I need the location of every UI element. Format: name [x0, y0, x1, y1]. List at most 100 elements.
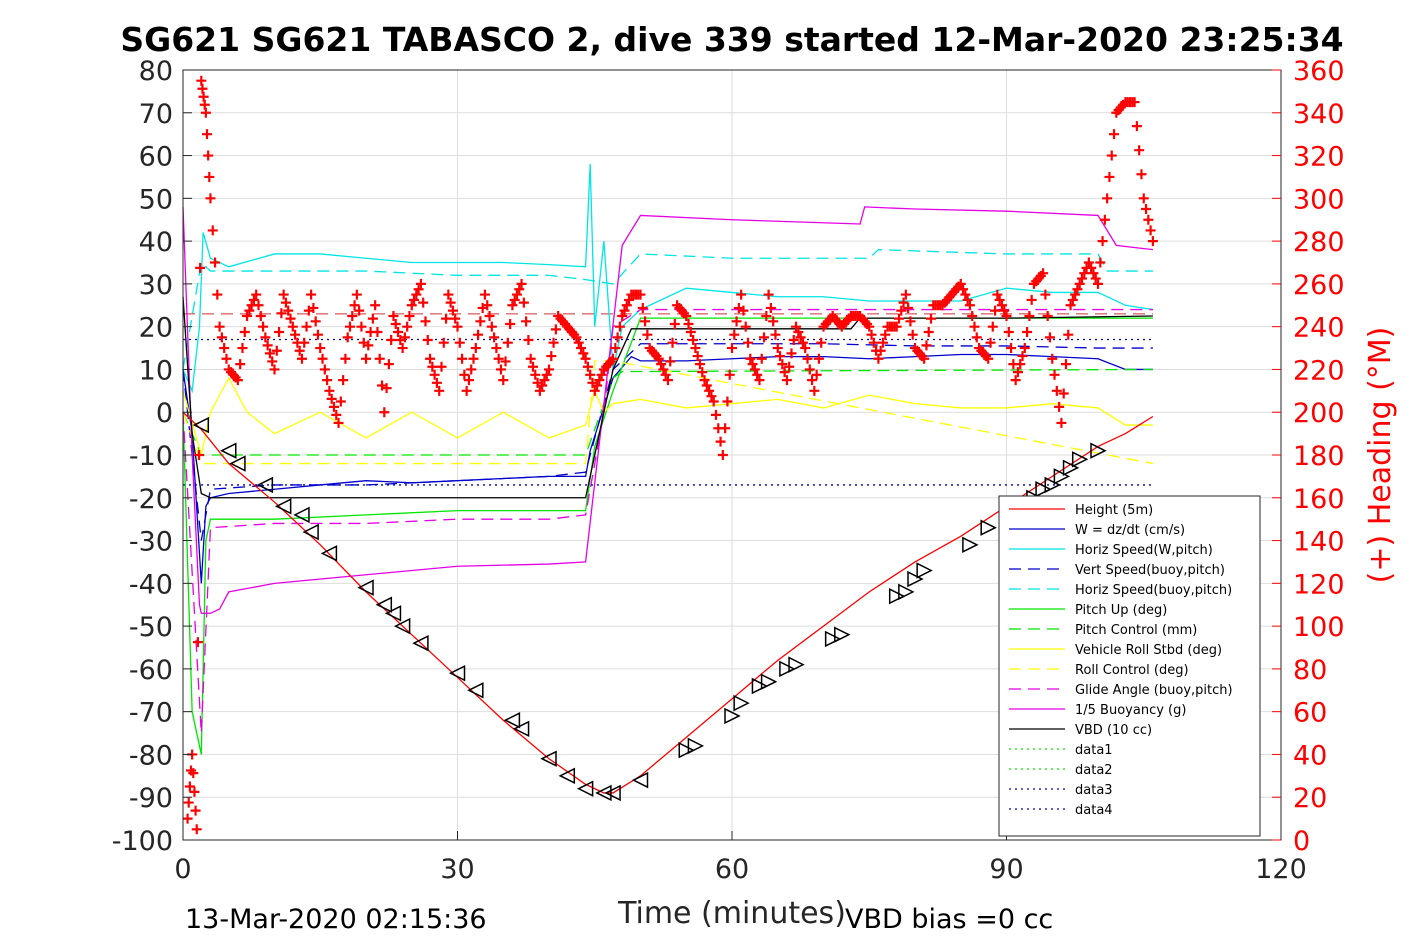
- right-tick-label: 160: [1293, 484, 1345, 515]
- heading-marker: [429, 369, 440, 380]
- legend-entry: VBD (10 cc): [1075, 723, 1152, 738]
- heading-marker: [530, 369, 541, 380]
- heading-marker: [195, 262, 206, 273]
- heading-marker: [411, 289, 422, 300]
- legend-entry: data4: [1075, 803, 1113, 818]
- x-axis-label: Time (minutes): [617, 896, 846, 931]
- series-line-11: [182, 296, 1153, 499]
- heading-marker: [447, 305, 458, 316]
- heading-marker: [202, 129, 213, 140]
- heading-marker: [1147, 236, 1158, 247]
- heading-marker: [715, 436, 726, 447]
- heading-marker: [445, 297, 456, 308]
- series-line-9: [182, 308, 1153, 734]
- heading-marker: [781, 375, 792, 386]
- heading-marker: [216, 332, 227, 343]
- heading-marker: [210, 257, 221, 268]
- heading-marker: [191, 824, 202, 835]
- heading-marker: [248, 294, 259, 305]
- heading-marker: [285, 313, 296, 324]
- climb-marker: [779, 660, 796, 678]
- heading-marker: [772, 343, 783, 354]
- heading-marker: [624, 294, 635, 305]
- heading-marker: [1143, 214, 1154, 225]
- heading-marker: [761, 310, 772, 321]
- heading-marker: [1129, 97, 1140, 108]
- legend-entry: Vert Speed(buoy,pitch): [1075, 563, 1225, 578]
- heading-marker: [994, 294, 1005, 305]
- heading-marker: [802, 353, 813, 364]
- heading-marker: [864, 321, 875, 332]
- heading-marker: [793, 327, 804, 338]
- heading-marker: [880, 329, 891, 340]
- heading-marker: [1097, 236, 1108, 247]
- heading-marker: [740, 321, 751, 332]
- heading-marker: [495, 364, 506, 375]
- heading-marker: [1006, 343, 1017, 354]
- heading-marker: [328, 401, 339, 412]
- heading-marker: [765, 302, 776, 313]
- heading-marker: [640, 316, 651, 327]
- climb-marker: [1071, 451, 1089, 468]
- dive-marker: [357, 579, 374, 596]
- heading-marker: [1104, 171, 1115, 182]
- heading-marker: [896, 305, 907, 316]
- heading-marker: [516, 278, 527, 289]
- heading-marker: [306, 289, 317, 300]
- left-tick-label: -70: [129, 698, 173, 729]
- left-tick-label: -100: [112, 826, 173, 857]
- right-tick-label: 280: [1293, 227, 1345, 258]
- climb-marker: [898, 583, 915, 601]
- left-tick-label: -40: [129, 569, 173, 600]
- heading-marker: [571, 332, 582, 343]
- left-tick-label: 30: [139, 270, 173, 301]
- heading-marker: [196, 75, 207, 86]
- climb-marker: [1062, 459, 1080, 477]
- legend-entry: Roll Control (deg): [1075, 663, 1189, 678]
- climb-marker: [834, 626, 851, 643]
- heading-marker: [1040, 289, 1051, 300]
- climb-marker: [724, 707, 741, 725]
- heading-marker: [340, 353, 351, 364]
- heading-marker: [454, 337, 465, 348]
- dive-marker: [229, 455, 246, 472]
- heading-marker: [390, 318, 401, 329]
- heading-marker: [534, 385, 545, 396]
- heading-marker: [1058, 388, 1069, 399]
- heading-marker: [669, 318, 680, 329]
- heading-marker: [898, 297, 909, 308]
- heading-marker: [955, 278, 966, 289]
- climb-marker: [760, 673, 778, 690]
- heading-marker: [1070, 289, 1081, 300]
- heading-marker: [409, 294, 420, 305]
- climb-marker: [687, 737, 705, 755]
- dive-marker: [256, 476, 274, 494]
- heading-marker: [372, 327, 383, 338]
- legend-entry: data2: [1075, 763, 1113, 778]
- heading-marker: [541, 369, 552, 380]
- heading-marker: [459, 369, 470, 380]
- dive-marker: [540, 750, 557, 767]
- heading-marker: [356, 321, 367, 332]
- heading-marker: [347, 310, 358, 321]
- left-tick-label: 40: [139, 227, 173, 258]
- x-tick-label: 30: [440, 854, 474, 885]
- heading-marker: [438, 337, 449, 348]
- dive-marker: [375, 596, 393, 613]
- heading-marker: [333, 417, 344, 428]
- climb-marker: [1044, 476, 1061, 494]
- heading-marker: [184, 781, 195, 792]
- heading-marker: [996, 300, 1007, 311]
- heading-marker: [422, 335, 433, 346]
- series-line-3: [182, 343, 1153, 541]
- heading-marker: [1022, 327, 1033, 338]
- heading-marker: [576, 343, 587, 354]
- heading-marker: [1145, 225, 1156, 236]
- heading-marker: [511, 289, 522, 300]
- heading-marker: [777, 359, 788, 370]
- heading-marker: [1017, 351, 1028, 362]
- heading-marker: [489, 332, 500, 343]
- climb-marker: [1053, 468, 1071, 485]
- left-tick-label: -90: [129, 783, 173, 814]
- heading-marker: [987, 321, 998, 332]
